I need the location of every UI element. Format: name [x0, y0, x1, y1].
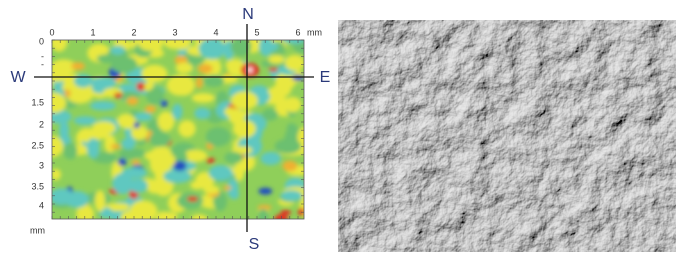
heat-blob	[42, 93, 66, 113]
heat-blob	[192, 93, 215, 103]
heat-blob	[63, 143, 77, 160]
heat-blob	[194, 108, 210, 120]
heat-blob	[134, 122, 140, 128]
heat-blob	[247, 67, 253, 73]
heat-blob	[120, 211, 140, 224]
heat-blob	[160, 100, 167, 107]
heat-blob	[74, 74, 92, 87]
heat-blob	[74, 116, 97, 125]
heat-blob	[49, 188, 73, 204]
y-tick-label: 2.5	[31, 140, 44, 150]
heat-blob	[110, 144, 120, 149]
x-tick-label: 1	[90, 27, 95, 37]
heat-blob	[209, 165, 233, 181]
heat-blob	[268, 55, 284, 64]
heat-blob	[157, 212, 177, 222]
heat-blob	[111, 46, 125, 55]
y-tick-label: -	[41, 59, 44, 69]
y-tick-label: 3.5	[31, 181, 44, 191]
heat-blob	[111, 56, 137, 73]
heat-blob	[141, 65, 167, 83]
heat-blob	[178, 120, 195, 137]
heat-blob	[283, 97, 301, 113]
heat-blob	[95, 190, 105, 212]
y-tick-label: 1.5	[31, 97, 44, 107]
heat-blob	[224, 152, 242, 164]
heat-blob	[282, 33, 306, 43]
heat-blob	[203, 185, 219, 194]
heat-blob	[292, 75, 305, 81]
heatmap	[40, 29, 316, 229]
heat-blob	[87, 138, 100, 158]
heat-blob	[287, 123, 297, 133]
heat-blob	[199, 38, 226, 59]
heat-blob	[233, 120, 256, 138]
heat-blob	[224, 107, 235, 116]
heat-blob	[164, 36, 191, 49]
heat-blob	[90, 77, 117, 88]
heat-blob	[274, 214, 288, 225]
heat-blob	[92, 121, 116, 134]
y-tick-label: 0	[39, 36, 44, 46]
x-tick-label: 4	[213, 27, 218, 37]
heat-blob	[157, 111, 174, 131]
heat-blob	[59, 121, 69, 139]
heat-blob	[48, 69, 66, 82]
heat-blob	[163, 169, 191, 183]
compass-south: S	[249, 236, 260, 253]
x-tick-label: 6	[295, 27, 300, 37]
heat-blob	[127, 97, 139, 105]
heat-blob	[176, 62, 193, 73]
y-tick-label: 3	[39, 160, 44, 170]
heat-blob	[76, 205, 94, 224]
heat-blob	[196, 77, 203, 89]
heat-blob	[260, 152, 281, 165]
heat-blob	[90, 101, 116, 110]
heat-blob	[131, 160, 140, 165]
heat-blob	[112, 173, 133, 194]
figure: N S W E mm mm 01234560--1.522.533.54	[0, 0, 682, 255]
heat-blob	[149, 132, 170, 147]
heat-blob	[275, 139, 302, 154]
x-tick-label: 3	[172, 27, 177, 37]
heat-blob	[223, 186, 232, 190]
heat-blob	[262, 109, 278, 121]
heat-blob	[145, 106, 156, 113]
x-unit: mm	[307, 27, 322, 37]
heat-blob	[114, 93, 123, 98]
surface-image	[338, 20, 676, 252]
heat-blob	[135, 112, 152, 121]
heat-blob	[258, 209, 269, 226]
heat-blob	[173, 75, 195, 96]
heat-blob	[206, 158, 215, 163]
heat-blob	[281, 190, 303, 201]
heat-blob	[51, 169, 61, 180]
compass-north: N	[242, 6, 254, 23]
heat-blob	[285, 55, 305, 71]
heat-blob	[145, 151, 156, 160]
x-tick-label: 5	[254, 27, 259, 37]
y-tick-label: 2	[39, 119, 44, 129]
heat-blob	[172, 104, 182, 120]
heat-blob	[118, 158, 127, 166]
heat-blob	[198, 64, 213, 74]
heat-blob	[231, 91, 258, 109]
x-tick-label: 2	[131, 27, 136, 37]
x-tick-label: 0	[49, 27, 54, 37]
heat-blob	[127, 148, 145, 157]
heat-blob	[156, 153, 175, 169]
y-tick-label: 4	[39, 200, 44, 210]
heat-blob	[258, 188, 272, 195]
heat-blob	[71, 62, 85, 70]
heat-blob	[190, 181, 205, 190]
heat-blob	[187, 196, 198, 201]
heat-blob	[282, 161, 297, 172]
heat-blob	[64, 89, 71, 97]
compass-east: E	[320, 69, 331, 86]
y-unit: mm	[30, 225, 45, 235]
compass-west: W	[10, 69, 26, 86]
heat-blob	[268, 87, 282, 96]
heat-blob	[137, 82, 145, 91]
heat-blob	[206, 127, 231, 147]
